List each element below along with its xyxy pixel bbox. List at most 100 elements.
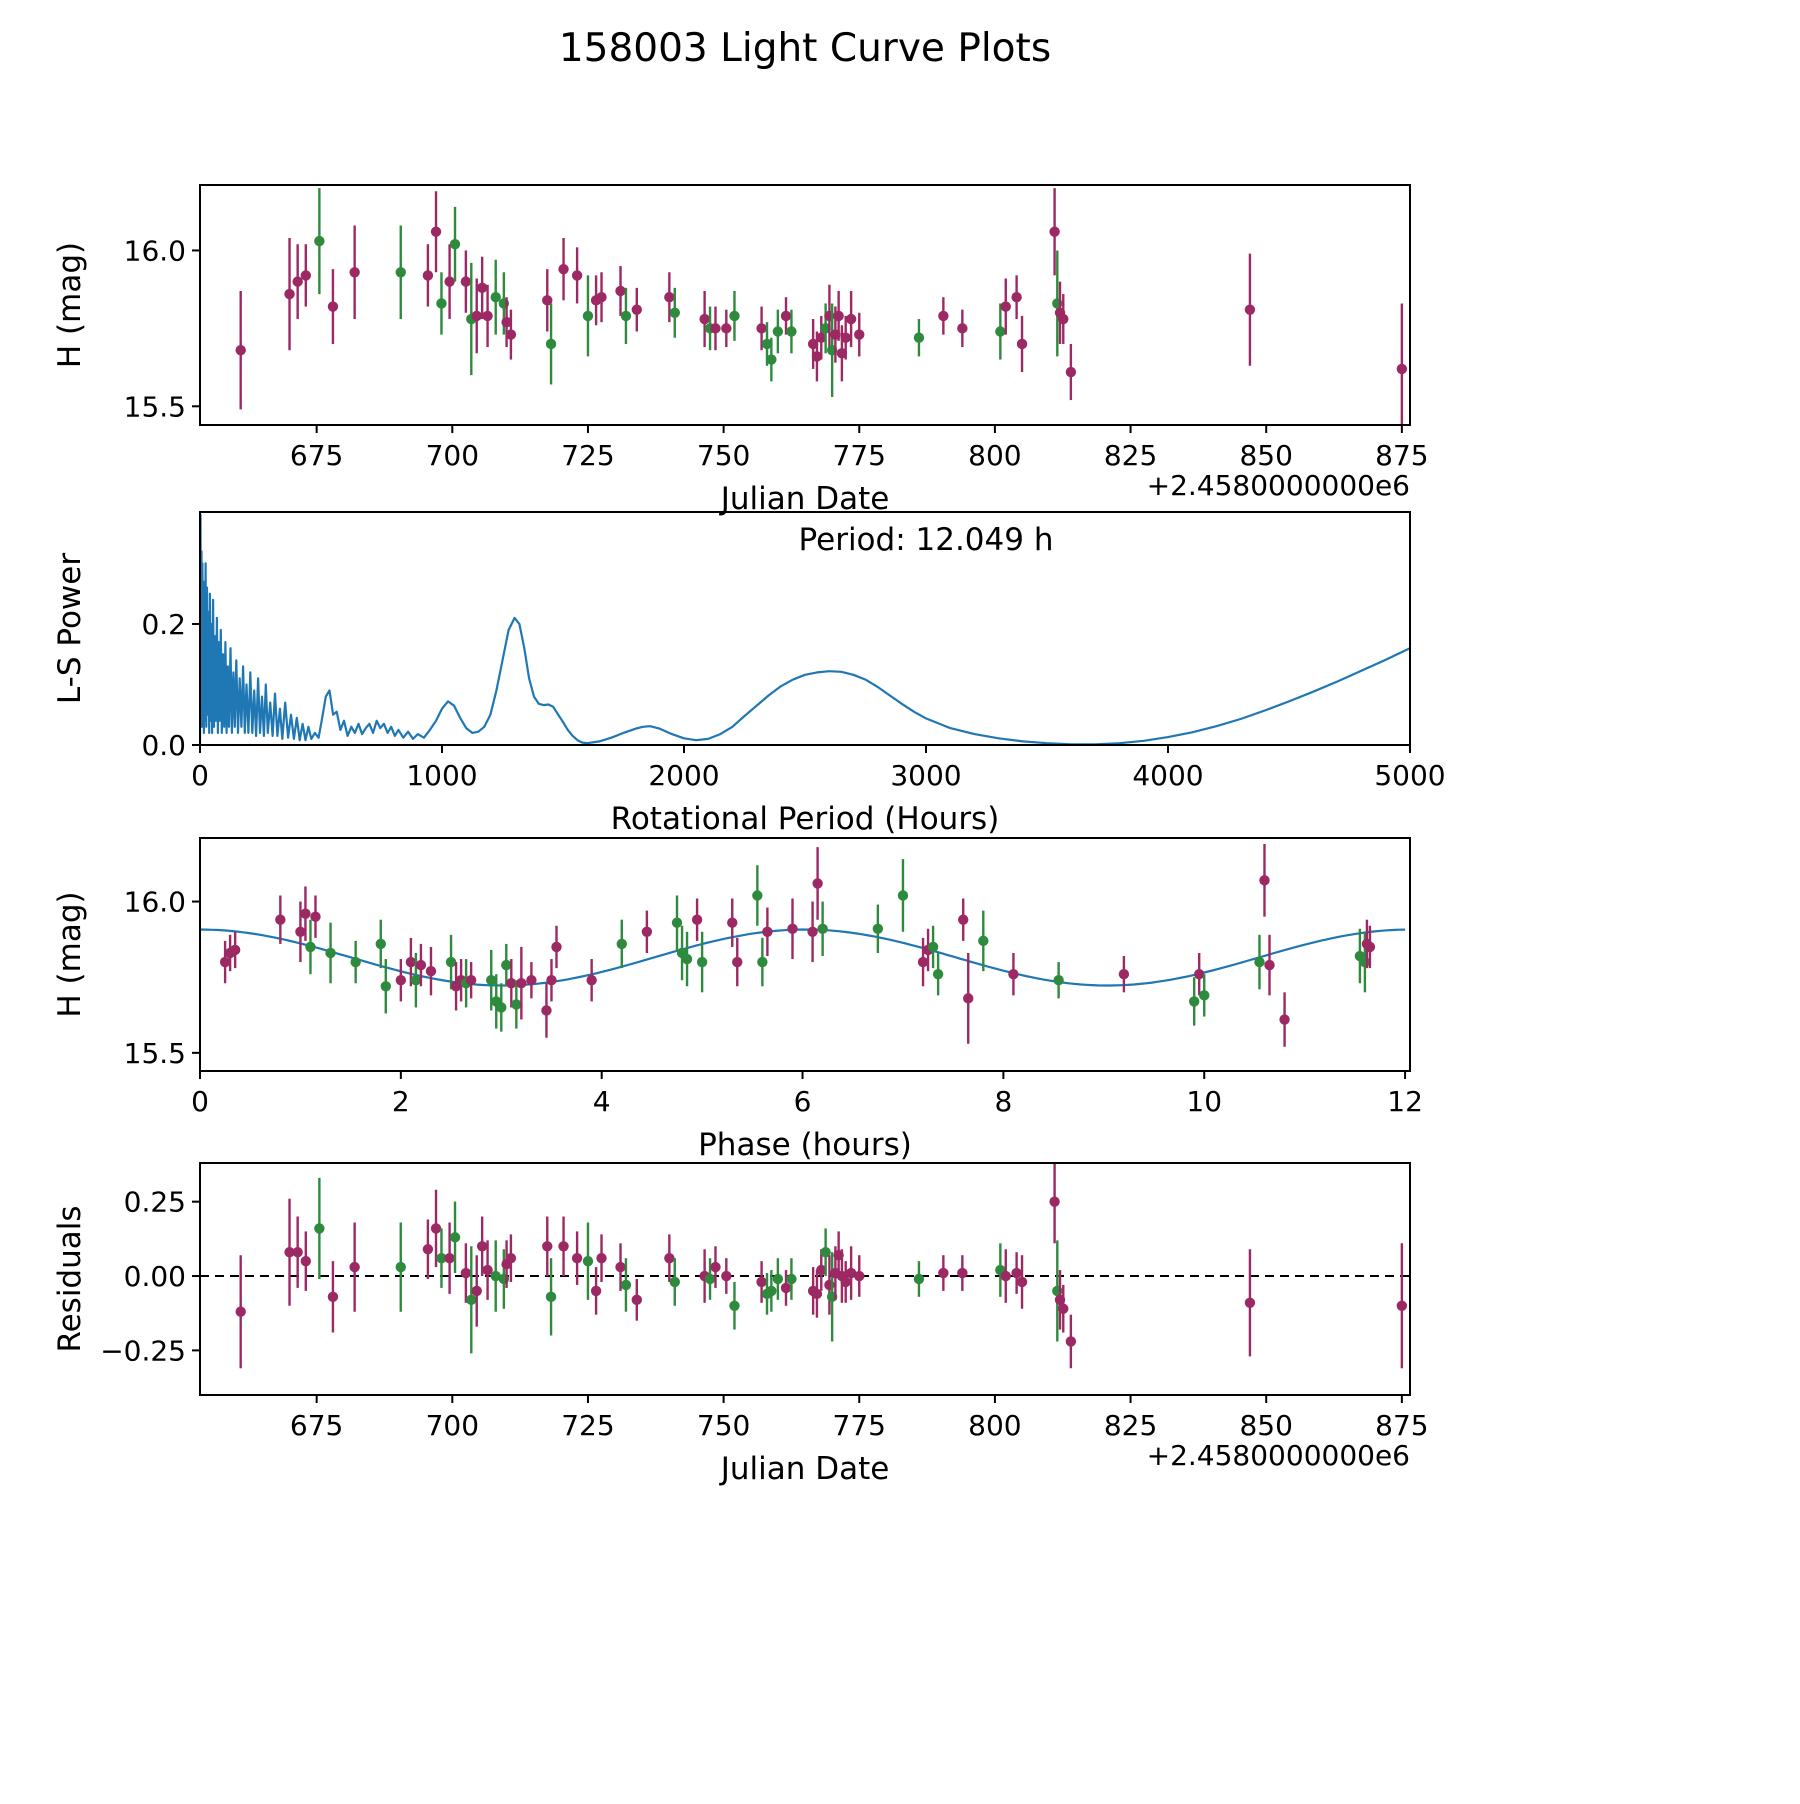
panel-residuals: 675 700 725 750 775 800 825 850 875 −0.25 0.00 0.25… — [52, 1162, 1429, 1487]
data-point — [444, 276, 455, 287]
data-point — [300, 1255, 312, 1267]
data-area — [200, 844, 1406, 1047]
x-tick-label: 700 — [426, 439, 479, 472]
data-point — [422, 1244, 434, 1255]
data-point — [616, 938, 627, 950]
x-tick-label: 875 — [1375, 439, 1428, 472]
data-point — [1016, 338, 1028, 350]
data-point — [807, 926, 818, 938]
data-point — [669, 1276, 680, 1288]
data-point — [460, 1267, 472, 1279]
x-tick-label: 850 — [1239, 439, 1292, 472]
data-point — [1000, 1270, 1011, 1282]
data-point — [817, 923, 828, 934]
data-point — [1396, 363, 1408, 375]
data-point — [490, 292, 501, 303]
x-tick-label: 12 — [1387, 1085, 1423, 1118]
data-point — [1188, 996, 1200, 1007]
data-point — [1396, 1300, 1408, 1311]
data-point — [466, 1294, 477, 1306]
data-point — [669, 307, 680, 318]
data-point — [511, 999, 522, 1010]
data-point — [505, 1252, 517, 1264]
x-tick-label: 8 — [994, 1085, 1012, 1118]
data-point — [349, 267, 360, 278]
axes-frame — [199, 837, 1411, 1072]
data-point — [292, 276, 303, 287]
data-point — [756, 1276, 767, 1288]
data-point — [571, 1252, 583, 1264]
x-tick-label: 850 — [1239, 1409, 1292, 1442]
axes-frame — [199, 184, 1411, 426]
data-point — [1053, 975, 1064, 986]
data-point — [786, 1273, 797, 1285]
data-point — [1259, 875, 1270, 886]
data-point — [380, 981, 391, 992]
data-point — [542, 295, 553, 306]
data-point — [772, 1273, 784, 1285]
y-tick-label: −0.25 — [100, 1334, 186, 1367]
x-tick-label: 4 — [593, 1085, 611, 1118]
data-point — [762, 926, 773, 938]
data-area — [235, 188, 1408, 425]
data-point — [963, 993, 974, 1004]
scatter-points — [235, 1163, 1408, 1369]
data-point — [1016, 1276, 1028, 1288]
x-tick-label: 10 — [1186, 1085, 1222, 1118]
data-point — [780, 310, 792, 322]
data-point — [1118, 968, 1130, 980]
y-axis-label: H (mag) — [52, 891, 88, 1017]
data-point — [780, 1282, 792, 1294]
data-point — [476, 282, 488, 294]
data-point — [1011, 1267, 1022, 1279]
data-point — [235, 1306, 246, 1317]
data-point — [1199, 990, 1210, 1001]
data-point — [710, 1261, 721, 1273]
data-point — [872, 923, 884, 934]
data-point — [721, 1270, 732, 1282]
panel-phased_light_curve: 0 2 4 6 8 10 12 15.5 16.0 Phase (hours) H (mag) — [52, 837, 1423, 1163]
data-point — [995, 326, 1006, 337]
y-axis-label: H (mag) — [52, 242, 88, 368]
data-point — [1264, 959, 1275, 971]
data-point — [349, 1261, 360, 1273]
data-point — [558, 1241, 569, 1252]
data-point — [395, 267, 406, 278]
period-annotation: Period: 12.049 h — [799, 522, 1054, 558]
data-point — [546, 975, 557, 986]
data-point — [415, 959, 427, 971]
data-point — [395, 975, 407, 986]
data-point — [1049, 226, 1060, 237]
data-point — [729, 1300, 740, 1311]
data-point — [1279, 1014, 1290, 1025]
axis-ticks: 0 2 4 6 8 10 12 15.5 16.0 — [124, 886, 1423, 1118]
data-point — [526, 975, 537, 986]
data-point — [1011, 292, 1022, 303]
panel-periodogram: 0 1000 2000 3000 4000 5000 0.0 0.2 Rotational Pe… — [52, 511, 1446, 837]
data-point — [854, 1270, 865, 1282]
x-tick-label: 1000 — [406, 759, 477, 792]
data-area — [200, 1163, 1410, 1369]
data-point — [436, 298, 447, 309]
data-point — [816, 1264, 827, 1276]
data-point — [681, 953, 693, 965]
x-tick-label: 0 — [191, 1085, 209, 1118]
data-point — [300, 270, 312, 281]
data-point — [710, 323, 721, 334]
data-point — [596, 1252, 607, 1264]
data-point — [1000, 301, 1011, 312]
data-point — [410, 975, 422, 986]
data-point — [816, 332, 827, 343]
periodogram-line — [200, 513, 1410, 745]
data-point — [664, 292, 675, 303]
x-axis-label: Julian Date — [719, 1451, 890, 1487]
data-point — [314, 1223, 325, 1234]
data-point — [811, 1288, 823, 1300]
data-point — [501, 316, 512, 328]
data-point — [496, 1002, 507, 1013]
scatter-points — [235, 188, 1408, 425]
data-point — [927, 941, 939, 953]
data-point — [219, 956, 231, 968]
data-point — [1008, 968, 1019, 980]
data-point — [444, 1252, 455, 1264]
